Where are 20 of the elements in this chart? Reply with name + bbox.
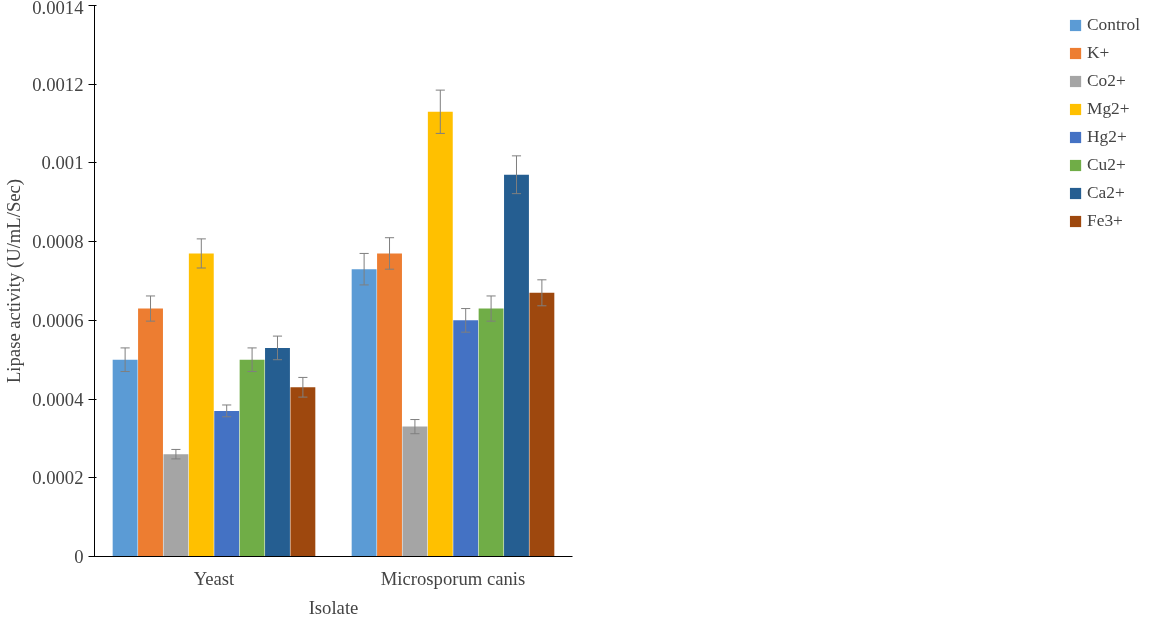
x-tick-label: Yeast	[193, 567, 236, 589]
y-tick-label: 0.0014	[32, 0, 85, 18]
legend-label: Ca2+	[1087, 183, 1125, 203]
y-axis-title: Lipase activity (U/mL/Sec)	[3, 178, 26, 384]
y-tick-label: 0	[74, 546, 84, 567]
legend-label: Hg2+	[1087, 127, 1127, 147]
legend-label: Fe3+	[1087, 211, 1123, 231]
y-tick-label: 0.0008	[32, 231, 84, 253]
x-axis-title: Isolate	[308, 596, 359, 618]
y-tick-label: 0.001	[41, 152, 84, 174]
y-tick-label: 0.0012	[32, 73, 84, 95]
legend-label: Mg2+	[1087, 99, 1130, 119]
legend-label: K+	[1087, 43, 1110, 63]
x-tick-label: Microsporum canis	[380, 567, 526, 589]
legend-label: Control	[1087, 15, 1140, 35]
legend-label: Co2+	[1087, 71, 1126, 91]
legend-label: Cu2+	[1087, 155, 1126, 175]
y-tick-label: 0.0004	[32, 388, 85, 410]
y-tick-label: 0.0006	[32, 309, 84, 331]
y-tick-label: 0.0002	[32, 467, 84, 489]
